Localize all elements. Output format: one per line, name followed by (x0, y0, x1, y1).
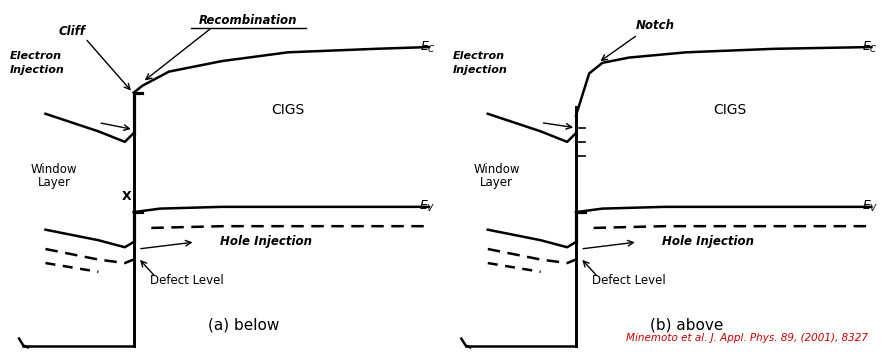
Text: Window: Window (473, 164, 520, 177)
Text: Electron: Electron (11, 51, 62, 61)
Text: (b) above: (b) above (649, 317, 723, 332)
Text: Defect Level: Defect Level (150, 274, 223, 287)
Text: Injection: Injection (11, 65, 65, 75)
Text: $E_V$: $E_V$ (861, 199, 878, 215)
Text: Hole Injection: Hole Injection (662, 235, 754, 249)
Text: Defect Level: Defect Level (592, 274, 665, 287)
Text: CIGS: CIGS (713, 103, 747, 117)
Text: $E_C$: $E_C$ (420, 40, 436, 55)
Text: Window: Window (31, 164, 78, 177)
Text: (a) below: (a) below (208, 317, 280, 332)
Text: Injection: Injection (453, 65, 508, 75)
Text: X: X (122, 190, 132, 203)
Text: Electron: Electron (453, 51, 504, 61)
Text: $E_V$: $E_V$ (419, 199, 436, 215)
Text: Notch: Notch (636, 19, 675, 33)
Text: Cliff: Cliff (58, 25, 85, 38)
Text: Recombination: Recombination (199, 14, 298, 27)
Text: CIGS: CIGS (271, 103, 305, 117)
Text: $E_C$: $E_C$ (862, 40, 878, 55)
Text: Hole Injection: Hole Injection (220, 235, 312, 249)
Text: Layer: Layer (38, 176, 71, 189)
Text: Layer: Layer (480, 176, 513, 189)
Text: Minemoto et al. J. Appl. Phys. 89, (2001), 8327: Minemoto et al. J. Appl. Phys. 89, (2001… (626, 333, 868, 343)
